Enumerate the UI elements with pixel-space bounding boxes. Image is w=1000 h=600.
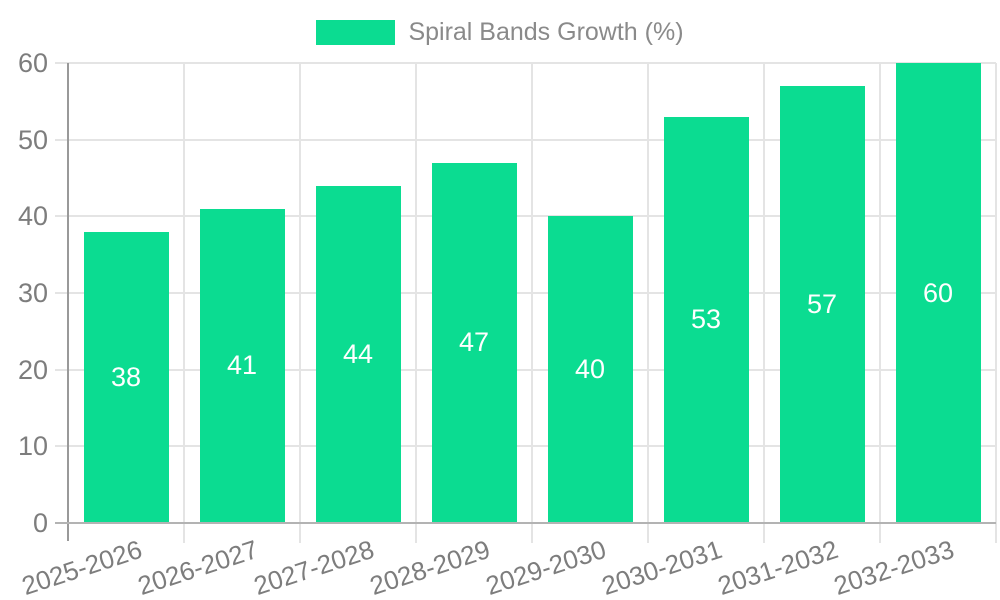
bar-value-label: 40 bbox=[574, 354, 606, 385]
bar[interactable]: 53 bbox=[663, 116, 749, 523]
bar[interactable]: 47 bbox=[431, 162, 517, 523]
vertical-gridline bbox=[763, 63, 765, 543]
bar[interactable]: 41 bbox=[199, 208, 285, 523]
x-axis-label: 2030-2031 bbox=[597, 534, 726, 600]
legend-label: Spiral Bands Growth (%) bbox=[408, 18, 684, 46]
y-axis-tick-label: 50 bbox=[17, 124, 48, 155]
vertical-gridline bbox=[299, 63, 301, 543]
x-axis-line bbox=[55, 522, 996, 524]
bar[interactable]: 44 bbox=[315, 185, 401, 523]
bar-value-label: 38 bbox=[110, 361, 142, 392]
bar-value-label: 41 bbox=[226, 350, 258, 381]
y-axis-tick-label: 60 bbox=[17, 48, 48, 78]
x-axis-label: 2027-2028 bbox=[249, 534, 378, 600]
vertical-gridline bbox=[531, 63, 533, 543]
vertical-gridline bbox=[879, 63, 881, 543]
horizontal-gridline bbox=[55, 138, 996, 141]
bar[interactable]: 40 bbox=[547, 216, 633, 523]
bar[interactable]: 57 bbox=[779, 86, 865, 523]
vertical-gridline bbox=[183, 63, 185, 543]
horizontal-gridline bbox=[55, 215, 996, 218]
bar-value-label: 47 bbox=[458, 327, 490, 358]
x-axis-label: 2032-2033 bbox=[829, 534, 958, 600]
horizontal-gridline bbox=[55, 292, 996, 294]
y-axis-tick-label: 10 bbox=[17, 431, 48, 462]
x-axis-label: 2031-2032 bbox=[713, 534, 842, 600]
y-axis-tick-label: 30 bbox=[17, 278, 48, 308]
bar[interactable]: 38 bbox=[83, 231, 169, 523]
y-axis-tick-label: 0 bbox=[32, 508, 48, 538]
legend-swatch bbox=[316, 20, 396, 45]
y-axis-tick-label: 20 bbox=[17, 354, 48, 385]
horizontal-gridline bbox=[55, 368, 996, 371]
x-axis-label: 2029-2030 bbox=[481, 534, 610, 600]
horizontal-gridline bbox=[55, 445, 996, 448]
x-axis-label: 2028-2029 bbox=[365, 534, 494, 600]
bar[interactable]: 60 bbox=[895, 63, 981, 523]
vertical-gridline bbox=[647, 63, 649, 543]
legend[interactable]: Spiral Bands Growth (%) bbox=[0, 18, 1000, 47]
x-axis-label: 2025-2026 bbox=[17, 534, 146, 600]
bar-value-label: 57 bbox=[806, 289, 838, 319]
y-axis-tick-label: 40 bbox=[17, 201, 48, 232]
x-axis-label: 2026-2027 bbox=[133, 534, 262, 600]
vertical-gridline bbox=[995, 63, 997, 543]
y-axis-line bbox=[67, 63, 69, 541]
vertical-gridline bbox=[415, 63, 417, 543]
horizontal-gridline bbox=[55, 62, 996, 64]
bar-value-label: 44 bbox=[342, 338, 374, 369]
bar-value-label: 53 bbox=[690, 304, 722, 335]
bar-value-label: 60 bbox=[922, 277, 954, 308]
